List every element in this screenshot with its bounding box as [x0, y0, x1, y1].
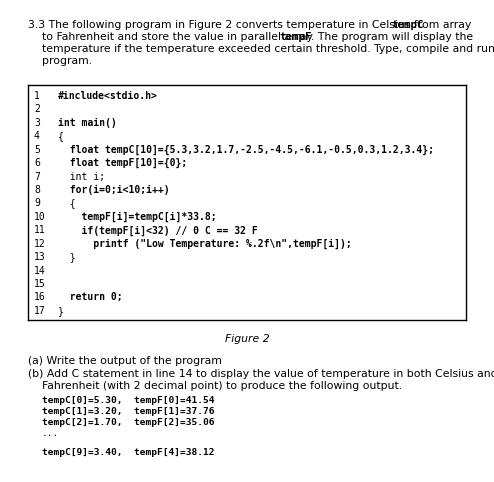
Text: tempC[9]=3.40,  tempF[4]=38.12: tempC[9]=3.40, tempF[4]=38.12: [42, 448, 214, 457]
Text: int i;: int i;: [58, 172, 105, 182]
Text: if(tempF[i]<32) // 0 C == 32 F: if(tempF[i]<32) // 0 C == 32 F: [58, 225, 258, 236]
Text: printf ("Low Temperature: %.2f\n",tempF[i]);: printf ("Low Temperature: %.2f\n",tempF[…: [58, 239, 352, 249]
Text: for(i=0;i<10;i++): for(i=0;i<10;i++): [58, 185, 169, 195]
Text: return 0;: return 0;: [58, 293, 123, 302]
Text: 17: 17: [34, 306, 46, 316]
Text: 9: 9: [34, 199, 40, 208]
Text: ...: ...: [42, 429, 59, 438]
Text: tempF: tempF: [279, 32, 311, 42]
Text: float tempF[10]={0};: float tempF[10]={0};: [58, 158, 187, 168]
Text: 3: 3: [34, 118, 40, 128]
Text: 4: 4: [34, 131, 40, 141]
Text: 10: 10: [34, 212, 46, 222]
Text: 14: 14: [34, 266, 46, 276]
Text: Figure 2: Figure 2: [225, 334, 269, 344]
Text: 5: 5: [34, 145, 40, 155]
Text: 15: 15: [34, 279, 46, 289]
Text: 6: 6: [34, 158, 40, 168]
Text: 12: 12: [34, 239, 46, 249]
Text: tempC: tempC: [391, 20, 423, 30]
Text: 13: 13: [34, 252, 46, 262]
Text: 7: 7: [34, 172, 40, 182]
Text: }: }: [58, 252, 76, 262]
Text: (b) Add C statement in line 14 to display the value of temperature in both Celsi: (b) Add C statement in line 14 to displa…: [28, 369, 494, 379]
Text: (a) Write the output of the program: (a) Write the output of the program: [28, 356, 222, 366]
Text: float tempC[10]={5.3,3.2,1.7,-2.5,-4.5,-6.1,-0.5,0.3,1.2,3.4};: float tempC[10]={5.3,3.2,1.7,-2.5,-4.5,-…: [58, 145, 434, 155]
Text: tempC[2]=1.70,  tempF[2]=35.06: tempC[2]=1.70, tempF[2]=35.06: [42, 418, 214, 427]
Text: tempC[0]=5.30,  tempF[0]=41.54: tempC[0]=5.30, tempF[0]=41.54: [42, 396, 214, 405]
Text: tempF[i]=tempC[i]*33.8;: tempF[i]=tempC[i]*33.8;: [58, 212, 217, 222]
Text: }: }: [58, 306, 64, 316]
Text: 2: 2: [34, 105, 40, 114]
Text: #include<stdio.h>: #include<stdio.h>: [58, 91, 158, 101]
Text: tempC[1]=3.20,  tempF[1]=37.76: tempC[1]=3.20, tempF[1]=37.76: [42, 407, 214, 416]
Text: {: {: [58, 199, 76, 208]
Text: 8: 8: [34, 185, 40, 195]
Text: 1: 1: [34, 91, 40, 101]
Text: Fahrenheit (with 2 decimal point) to produce the following output.: Fahrenheit (with 2 decimal point) to pro…: [28, 381, 402, 391]
Text: program.: program.: [28, 56, 92, 66]
Text: 16: 16: [34, 293, 46, 302]
Text: {: {: [58, 131, 64, 141]
Text: 3.3 The following program in Figure 2 converts temperature in Celsius from array: 3.3 The following program in Figure 2 co…: [28, 20, 475, 30]
Text: int main(): int main(): [58, 118, 117, 128]
Text: to Fahrenheit and store the value in parallel array: to Fahrenheit and store the value in par…: [28, 32, 316, 42]
Text: . The program will display the: . The program will display the: [311, 32, 474, 42]
Text: temperature if the temperature exceeded certain threshold. Type, compile and run: temperature if the temperature exceeded …: [28, 44, 494, 54]
Text: 11: 11: [34, 225, 46, 235]
